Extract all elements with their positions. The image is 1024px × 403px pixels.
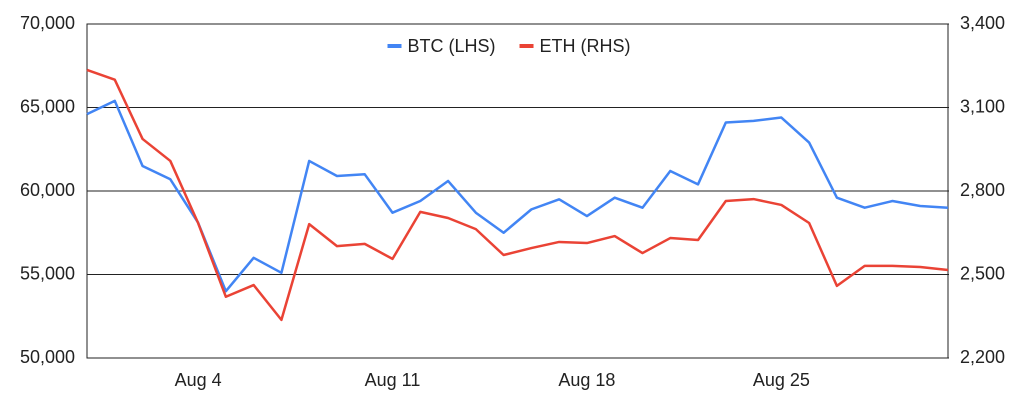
y-tick-label: 70,000 <box>20 13 75 33</box>
y2-tick-label: 2,500 <box>960 263 1005 283</box>
legend-label: BTC (LHS) <box>408 36 496 56</box>
x-tick-label: Aug 11 <box>365 370 421 390</box>
y-tick-label: 50,000 <box>20 347 75 367</box>
y2-tick-label: 3,400 <box>960 13 1005 33</box>
x-tick-label: Aug 4 <box>175 370 222 390</box>
y-tick-label: 65,000 <box>20 96 75 116</box>
legend-swatch <box>519 44 534 48</box>
y2-tick-label: 3,100 <box>960 96 1005 116</box>
legend-label: ETH (RHS) <box>540 36 631 56</box>
series-line <box>86 99 949 293</box>
x-tick-label: Aug 18 <box>558 370 615 390</box>
legend-swatch <box>387 44 402 48</box>
series-line <box>86 68 949 322</box>
y2-tick-label: 2,200 <box>960 347 1005 367</box>
x-tick-label: Aug 25 <box>753 370 810 390</box>
y2-tick-label: 2,800 <box>960 180 1005 200</box>
y-tick-label: 55,000 <box>20 263 75 283</box>
y-tick-label: 60,000 <box>20 180 75 200</box>
